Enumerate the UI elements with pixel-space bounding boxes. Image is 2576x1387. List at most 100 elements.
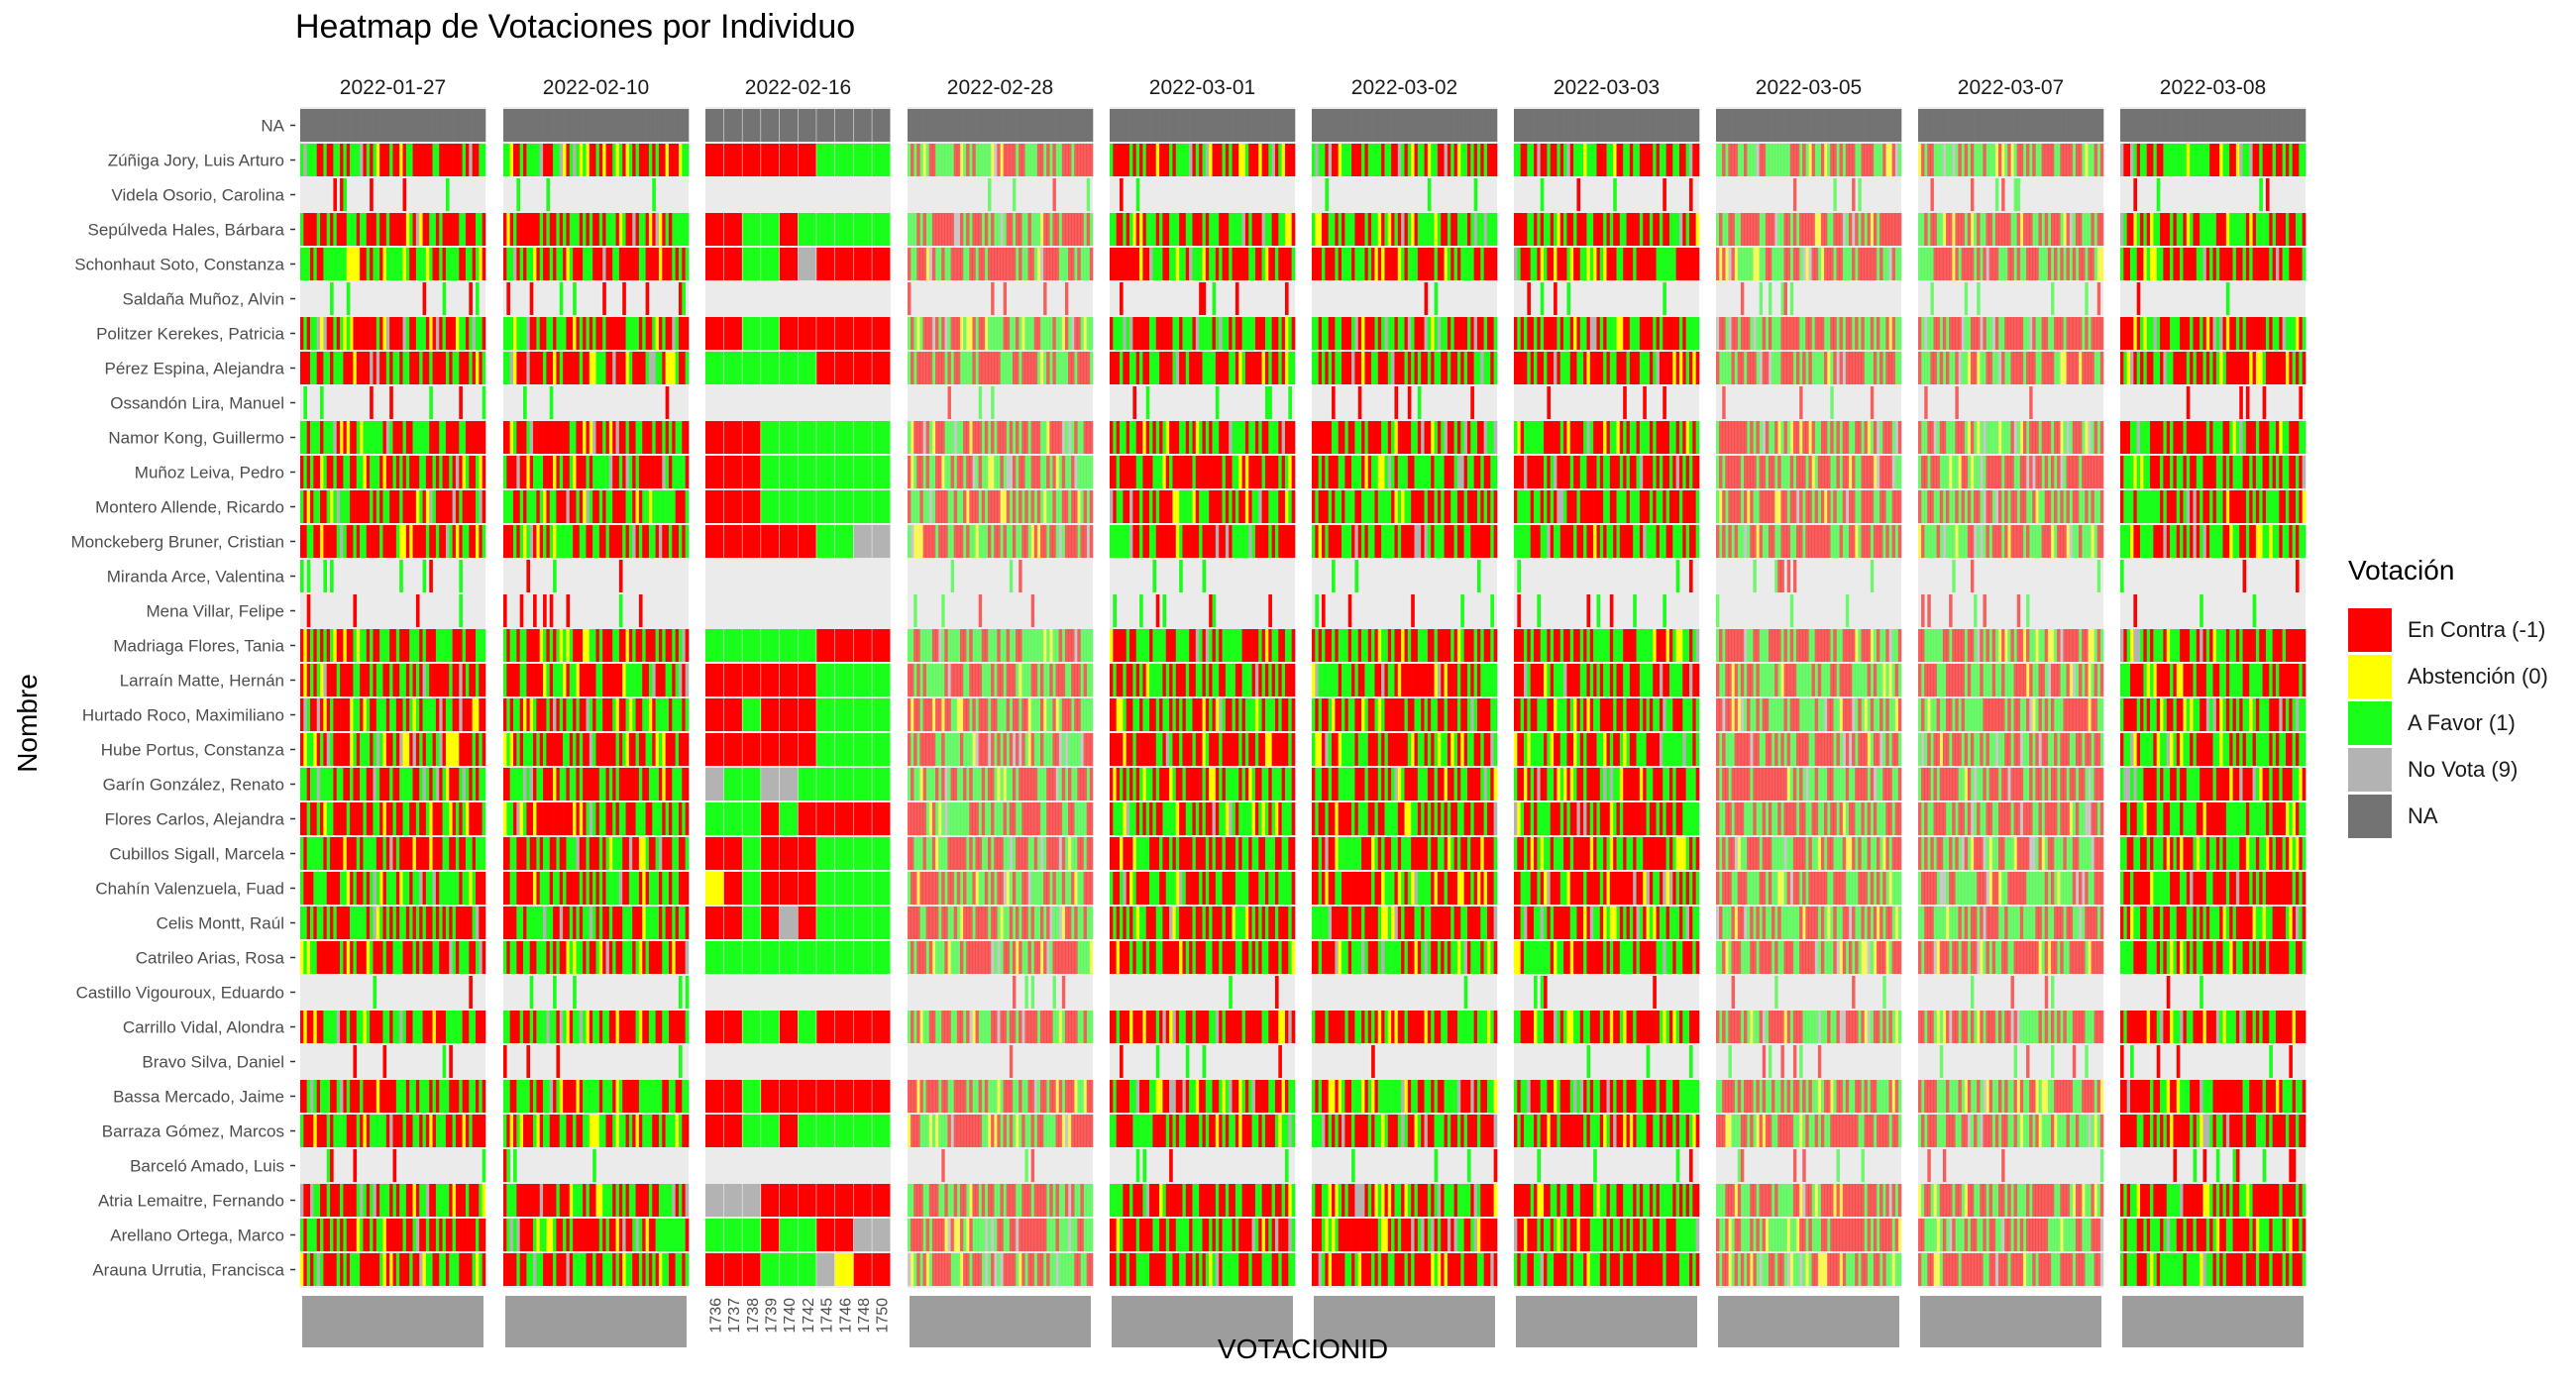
heatmap-cell xyxy=(834,456,854,488)
heatmap-cell xyxy=(353,629,358,662)
heatmap-cell xyxy=(576,456,581,488)
heatmap-cell xyxy=(972,213,976,246)
heatmap-cell xyxy=(665,1219,670,1251)
heatmap-cell xyxy=(1083,1080,1088,1113)
heatmap-cell xyxy=(310,1011,314,1043)
heatmap-cell xyxy=(672,144,676,176)
heatmap-cell xyxy=(405,352,410,384)
heatmap-cell xyxy=(652,698,656,731)
heatmap-cell xyxy=(685,248,690,280)
heatmap-cell xyxy=(928,837,933,870)
heatmap-cell xyxy=(392,768,397,800)
heatmap-cell xyxy=(379,421,383,454)
heatmap-cell xyxy=(472,768,477,800)
heatmap-cell xyxy=(330,456,334,488)
heatmap-cell xyxy=(392,802,397,835)
heatmap-cell xyxy=(834,317,854,350)
heatmap-cell xyxy=(1027,768,1031,800)
heatmap-cell xyxy=(1000,144,1004,176)
heatmap-cell xyxy=(658,352,663,384)
heatmap-cell xyxy=(419,837,423,870)
heatmap-cell xyxy=(1046,1011,1050,1043)
heatmap-cell xyxy=(834,733,854,766)
heatmap-cell xyxy=(655,698,660,731)
heatmap-cell xyxy=(589,1184,593,1217)
heatmap-cell xyxy=(449,629,453,662)
heatmap-cell xyxy=(662,1184,666,1217)
heatmap-cell xyxy=(556,629,561,662)
heatmap-cell xyxy=(546,144,551,176)
heatmap-cell xyxy=(1046,802,1050,835)
heatmap-cell xyxy=(602,525,606,558)
heatmap-cell xyxy=(399,1184,403,1217)
heatmap-cell xyxy=(373,941,377,974)
heatmap-cell xyxy=(432,490,437,523)
row-label: Barceló Amado, Luis xyxy=(130,1157,284,1176)
heatmap-cell xyxy=(1049,144,1053,176)
heatmap-cell xyxy=(1003,941,1008,974)
heatmap-cell xyxy=(559,837,564,870)
heatmap-cell xyxy=(559,664,564,696)
heatmap-cell xyxy=(994,1080,998,1113)
heatmap-cell xyxy=(1003,525,1008,558)
heatmap-cell xyxy=(1009,941,1014,974)
heatmap-cell xyxy=(1043,144,1047,176)
heatmap-cell xyxy=(1021,144,1025,176)
heatmap-cell xyxy=(320,1080,324,1113)
heatmap-cell xyxy=(658,525,663,558)
heatmap-cell xyxy=(1049,941,1053,974)
heatmap-cell xyxy=(1068,1080,1072,1113)
heatmap-cell xyxy=(1016,144,1020,176)
heatmap-cell xyxy=(509,1011,514,1043)
heatmap-cell xyxy=(1043,1080,1047,1113)
heatmap-cell xyxy=(313,733,317,766)
heatmap-cell xyxy=(509,213,514,246)
heatmap-cell xyxy=(459,317,463,350)
heatmap-cell xyxy=(779,629,799,662)
heatmap-cell xyxy=(306,456,311,488)
heatmap-cell xyxy=(913,213,917,246)
heatmap-cell xyxy=(415,421,420,454)
heatmap-cell xyxy=(459,941,463,974)
heatmap-cell xyxy=(506,1184,510,1217)
heatmap-cell xyxy=(779,525,799,558)
heatmap-cell xyxy=(379,1011,383,1043)
heatmap-cell xyxy=(997,872,1001,905)
heatmap-cell xyxy=(366,144,371,176)
heatmap-cell xyxy=(523,768,527,800)
heatmap-cell xyxy=(526,490,531,523)
heatmap-cell xyxy=(941,802,945,835)
row-label: Garín González, Renato xyxy=(103,776,284,795)
heatmap-cell xyxy=(306,317,311,350)
heatmap-cell xyxy=(608,248,613,280)
heatmap-cell xyxy=(459,629,463,662)
heatmap-cell xyxy=(1061,768,1066,800)
heatmap-cell xyxy=(947,144,951,176)
heatmap-cell xyxy=(543,248,547,280)
heatmap-cell xyxy=(925,456,930,488)
heatmap-cell xyxy=(612,698,616,731)
heatmap-cell xyxy=(360,907,364,939)
heatmap-cell xyxy=(742,1011,762,1043)
heatmap-cell xyxy=(1021,1080,1025,1113)
heatmap-cell xyxy=(300,698,304,731)
heatmap-cell xyxy=(798,248,817,280)
heatmap-cell xyxy=(533,907,537,939)
heatmap-cell xyxy=(526,213,531,246)
heatmap-cell xyxy=(323,1219,328,1251)
heatmap-cell xyxy=(452,941,457,974)
heatmap-cell xyxy=(853,698,873,731)
heatmap-cell xyxy=(465,213,470,246)
facet-panel: 2022-02-28 xyxy=(908,76,1094,1347)
heatmap-cell xyxy=(419,1184,423,1217)
heatmap-cell xyxy=(382,352,387,384)
heatmap-cell xyxy=(336,802,341,835)
heatmap-cell xyxy=(459,594,463,627)
heatmap-cell xyxy=(618,594,623,627)
heatmap-cell xyxy=(310,837,314,870)
row-label: Schonhaut Soto, Constanza xyxy=(74,256,284,274)
heatmap-cell xyxy=(988,629,992,662)
heatmap-cell xyxy=(1043,837,1047,870)
heatmap-cell xyxy=(922,872,926,905)
heatmap-cell xyxy=(519,594,524,627)
